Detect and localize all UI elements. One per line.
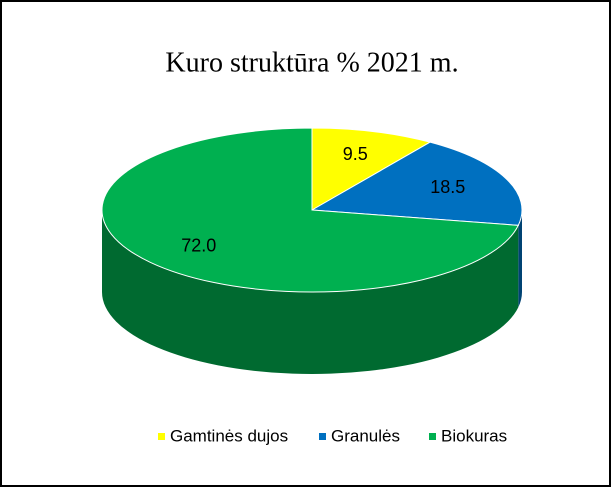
legend-label: Biokuras	[441, 426, 507, 445]
data-label: 72.0	[181, 235, 216, 255]
slice	[101, 127, 520, 293]
slice	[311, 127, 432, 211]
legend-swatch	[158, 433, 165, 440]
legend-label: Granulės	[331, 426, 400, 445]
chart-title: Kuro struktūra % 2021 m.	[165, 47, 458, 78]
slice-side	[518, 210, 522, 308]
slice	[310, 141, 523, 226]
data-label: 18.5	[430, 177, 465, 197]
legend-swatch	[429, 433, 436, 440]
data-label: 9.5	[343, 144, 368, 164]
legend-swatch	[319, 433, 326, 440]
legend-label: Gamtinės dujos	[170, 426, 288, 445]
